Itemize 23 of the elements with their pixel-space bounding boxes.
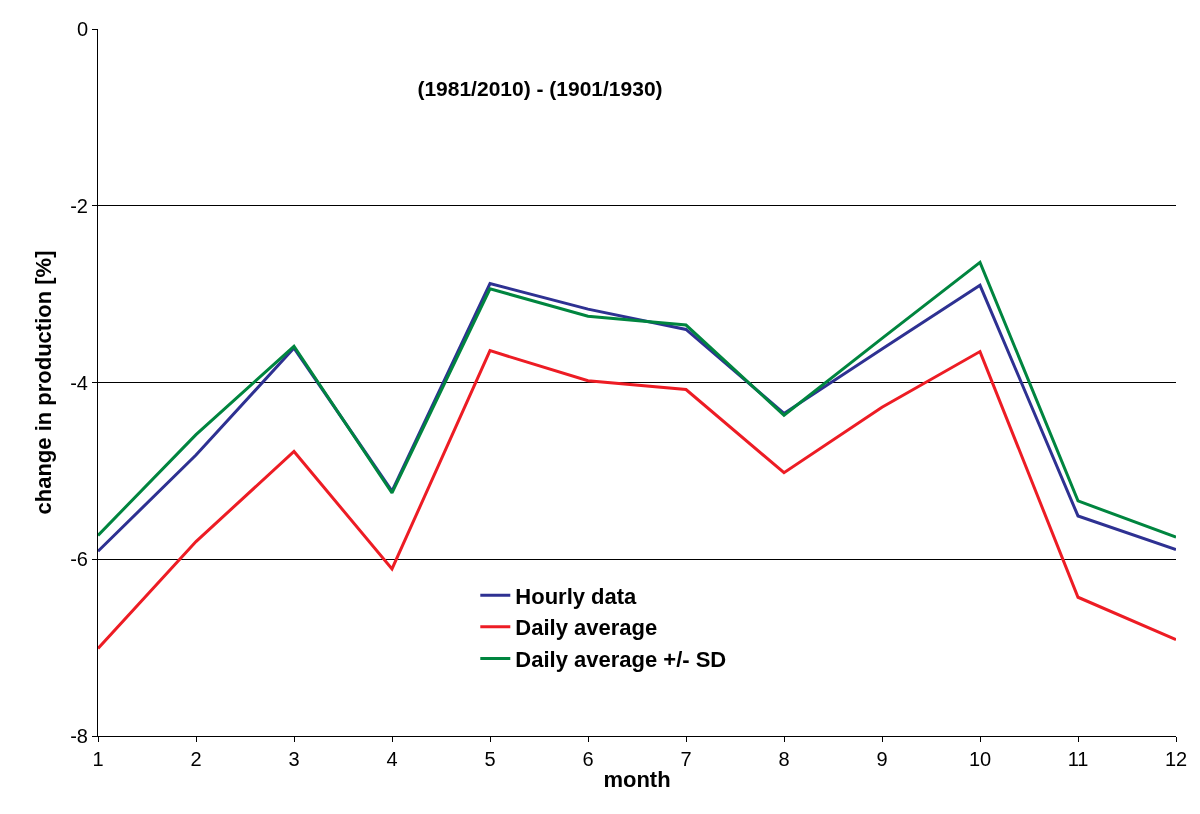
x-tick-label: 4 [386, 748, 398, 770]
x-tick-label: 3 [288, 748, 300, 770]
y-tick-label: 0 [76, 18, 88, 40]
x-tick-label: 6 [582, 748, 594, 770]
x-tick-label: 5 [484, 748, 496, 770]
x-tick-label: 9 [876, 748, 888, 770]
y-tick-label: -6 [70, 548, 88, 571]
x-tick-label: 1 [92, 748, 104, 770]
x-tick-label: 10 [968, 748, 992, 770]
x-tick-label: 2 [190, 748, 202, 770]
y-tick-label: -4 [70, 371, 88, 394]
legend-label: Daily average +/- SD [515, 647, 727, 673]
x-axis-title: month [603, 766, 671, 792]
x-tick-label: 11 [1067, 748, 1089, 770]
y-tick-label: -8 [70, 725, 88, 747]
x-tick-label: 12 [1164, 748, 1188, 770]
x-tick-label: 8 [778, 748, 790, 770]
y-axis-title: change in production [%] [31, 250, 56, 515]
legend-label: Hourly data [515, 583, 638, 609]
x-tick-label: 7 [680, 748, 692, 770]
y-tick-label: -2 [70, 194, 88, 217]
text: (1981/2010) - (1901/1930) [417, 77, 663, 101]
legend-label: Daily average [515, 615, 658, 641]
